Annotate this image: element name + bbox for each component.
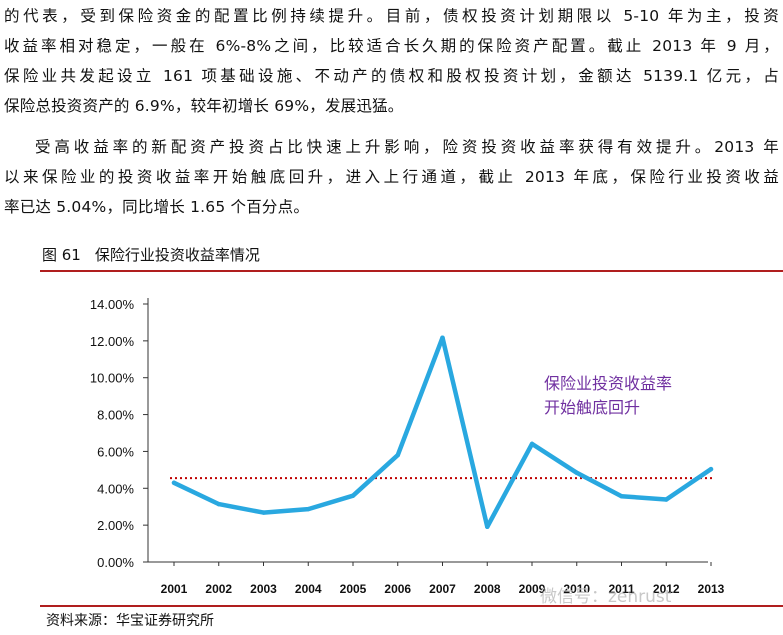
y-tick-label: 6.00% bbox=[97, 444, 134, 459]
data-point bbox=[261, 510, 266, 515]
text-line: 收益率相对稳定，一般在 6%-8%之间，比较适合长久期的保险资产配置。截止 20… bbox=[4, 37, 779, 55]
data-point bbox=[440, 335, 445, 340]
data-point bbox=[306, 506, 311, 512]
y-tick-label: 8.00% bbox=[97, 408, 134, 423]
x-tick-label: 2004 bbox=[295, 582, 322, 596]
x-tick-label: 2008 bbox=[474, 582, 501, 596]
wechat-watermark: 微信号：zenrust bbox=[540, 587, 672, 607]
x-tick-label: 2010 bbox=[563, 582, 590, 596]
data-point bbox=[664, 497, 669, 502]
text-line: 保险总投资资产的 6.9%，较年初增长 69%，发展迅猛。 bbox=[4, 97, 404, 115]
data-point bbox=[350, 493, 356, 498]
x-tick-label: 2011 bbox=[608, 582, 634, 596]
data-point bbox=[171, 480, 177, 485]
data-point bbox=[708, 466, 714, 472]
y-tick-label: 2.00% bbox=[97, 518, 134, 533]
figure-title: 保险行业投资收益率情况 bbox=[94, 246, 260, 264]
x-tick-label: 2007 bbox=[429, 582, 456, 596]
chart-annotation: 保险业投资收益率 bbox=[544, 374, 672, 393]
source-divider bbox=[40, 605, 783, 607]
figure-caption: 图 61 保险行业投资收益率情况 bbox=[42, 244, 260, 265]
y-tick-label: 4.00% bbox=[97, 481, 134, 496]
x-tick-label: 2012 bbox=[653, 582, 680, 596]
x-tick-label: 2006 bbox=[384, 582, 411, 596]
yield-series-line bbox=[171, 335, 714, 530]
x-tick-label: 2003 bbox=[250, 582, 277, 596]
x-tick-label: 2005 bbox=[340, 582, 367, 596]
paragraph-bond-plans: 的代表，受到保险资金的配置比例持续提升。目前，债权投资计划期限以 5-10 年为… bbox=[4, 1, 779, 121]
data-point bbox=[529, 441, 535, 447]
data-point bbox=[574, 470, 579, 476]
x-tick-label: 2009 bbox=[519, 582, 546, 596]
text-line: 以来保险业的投资收益率开始触底回升，进入上行通道，截止 2013 年底，保险行业… bbox=[4, 168, 779, 186]
chart-annotation: 开始触底回升 bbox=[544, 398, 640, 417]
y-tick-label: 12.00% bbox=[90, 334, 135, 349]
y-tick-label: 0.00% bbox=[97, 555, 134, 570]
paragraph-yield-recovery: 受高收益率的新配资产投资占比快速上升影响，险资投资收益率获得有效提升。2013 … bbox=[4, 132, 779, 222]
x-tick-label: 2002 bbox=[205, 582, 232, 596]
caption-divider bbox=[40, 270, 783, 272]
text-line: 受高收益率的新配资产投资占比快速上升影响，险资投资收益率获得有效提升。2013 … bbox=[35, 138, 779, 156]
figure-source: 资料来源：华宝证券研究所 bbox=[46, 613, 214, 629]
x-tick-label: 2001 bbox=[161, 582, 188, 596]
data-point bbox=[619, 494, 624, 499]
data-point bbox=[216, 501, 221, 507]
y-tick-label: 10.00% bbox=[90, 371, 135, 386]
figure-number: 图 61 bbox=[42, 246, 81, 264]
y-tick-label: 14.00% bbox=[90, 297, 135, 312]
text-line: 保险业共发起设立 161 项基础设施、不动产的债权和股权投资计划，金额达 513… bbox=[4, 67, 779, 85]
text-line: 率已达 5.04%，同比增长 1.65 个百分点。 bbox=[4, 198, 310, 216]
data-point bbox=[395, 452, 400, 458]
text-line: 的代表，受到保险资金的配置比例持续提升。目前，债权投资计划期限以 5-10 年为… bbox=[4, 7, 779, 25]
x-tick-label: 2013 bbox=[698, 582, 725, 596]
data-point bbox=[485, 524, 490, 530]
